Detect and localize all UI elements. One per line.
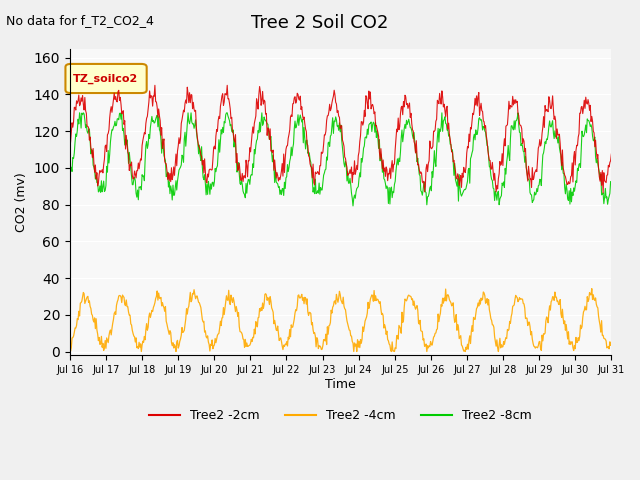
FancyBboxPatch shape xyxy=(65,64,147,93)
Text: No data for f_T2_CO2_4: No data for f_T2_CO2_4 xyxy=(6,14,154,27)
X-axis label: Time: Time xyxy=(325,378,356,391)
Text: TZ_soilco2: TZ_soilco2 xyxy=(73,73,138,84)
Text: Tree 2 Soil CO2: Tree 2 Soil CO2 xyxy=(252,14,388,33)
Legend: Tree2 -2cm, Tree2 -4cm, Tree2 -8cm: Tree2 -2cm, Tree2 -4cm, Tree2 -8cm xyxy=(144,404,537,427)
Y-axis label: CO2 (mv): CO2 (mv) xyxy=(15,172,28,232)
